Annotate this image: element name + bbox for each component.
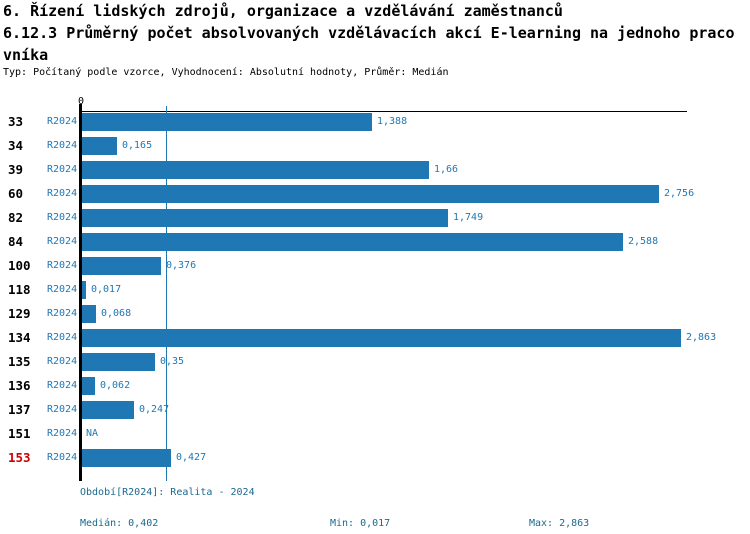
row-period-label: R2024	[47, 236, 78, 247]
median-stat: Medián: 0,402	[80, 518, 159, 529]
row-id-label: 134	[8, 330, 31, 345]
bar-value-label: 0,247	[139, 404, 170, 415]
row-period-label: R2024	[47, 260, 78, 271]
chart-row: 153 R2024 0,427	[0, 449, 750, 467]
bar-value-label: 0,427	[176, 452, 207, 463]
bar	[82, 209, 448, 227]
report-title: 6. Řízení lidských zdrojů, organizace a …	[3, 2, 563, 20]
row-id-label: 82	[8, 210, 24, 225]
row-id-label: 153	[8, 450, 31, 465]
row-period-label: R2024	[47, 452, 78, 463]
row-id-label: 118	[8, 282, 31, 297]
bar	[82, 257, 161, 275]
chart-row: 118 R2024 0,017	[0, 281, 750, 299]
bar-value-label: 0,165	[122, 140, 153, 151]
bar-value-label: NA	[86, 428, 99, 439]
y-axis-line	[79, 104, 82, 481]
chart-row: 135 R2024 0,35	[0, 353, 750, 371]
row-period-label: R2024	[47, 380, 78, 391]
row-period-label: R2024	[47, 140, 78, 151]
chart-row: 39 R2024 1,66	[0, 161, 750, 179]
chart-row: 134 R2024 2,863	[0, 329, 750, 347]
row-id-label: 100	[8, 258, 31, 273]
x-axis-zero-tick-label: 0	[77, 96, 85, 107]
bar-value-label: 1,388	[377, 116, 408, 127]
bar	[82, 377, 95, 395]
row-period-label: R2024	[47, 332, 78, 343]
bar-value-label: 0,068	[101, 308, 132, 319]
row-period-label: R2024	[47, 404, 78, 415]
row-id-label: 34	[8, 138, 24, 153]
bar	[82, 329, 681, 347]
x-axis-line	[79, 111, 687, 112]
bar-value-label: 0,35	[160, 356, 185, 367]
chart-title: 6.12.3 Průměrný počet absolvovaných vzdě…	[3, 24, 735, 64]
min-stat: Min: 0,017	[330, 518, 391, 529]
bar-value-label: 1,749	[453, 212, 484, 223]
bar-value-label: 1,66	[434, 164, 459, 175]
bar	[82, 137, 117, 155]
row-period-label: R2024	[47, 356, 78, 367]
report-header: 6. Řízení lidských zdrojů, organizace a …	[3, 0, 737, 80]
chart-row: 136 R2024 0,062	[0, 377, 750, 395]
bar	[82, 113, 372, 131]
bar-value-label: 2,756	[664, 188, 695, 199]
row-period-label: R2024	[47, 284, 78, 295]
row-period-label: R2024	[47, 164, 78, 175]
chart-meta-line: Typ: Počítaný podle vzorce, Vyhodnocení:…	[3, 67, 449, 78]
bar	[82, 449, 171, 467]
row-period-label: R2024	[47, 188, 78, 199]
row-period-label: R2024	[47, 116, 78, 127]
chart-row: 137 R2024 0,247	[0, 401, 750, 419]
chart-row: 33 R2024 1,388	[0, 113, 750, 131]
row-id-label: 136	[8, 378, 31, 393]
bar	[82, 281, 86, 299]
row-period-label: R2024	[47, 308, 78, 319]
row-id-label: 33	[8, 114, 24, 129]
row-period-label: R2024	[47, 212, 78, 223]
bar-value-label: 2,863	[686, 332, 717, 343]
row-period-label: R2024	[47, 428, 78, 439]
bar-value-label: 0,017	[91, 284, 122, 295]
median-line	[166, 106, 167, 481]
row-id-label: 137	[8, 402, 31, 417]
row-id-label: 129	[8, 306, 31, 321]
chart-row: 82 R2024 1,749	[0, 209, 750, 227]
bar	[82, 161, 429, 179]
bar	[82, 185, 659, 203]
period-legend: Období[R2024]: Realita - 2024	[80, 487, 255, 498]
row-id-label: 60	[8, 186, 24, 201]
row-id-label: 151	[8, 426, 31, 441]
chart-row: 34 R2024 0,165	[0, 137, 750, 155]
row-id-label: 135	[8, 354, 31, 369]
bar	[82, 305, 96, 323]
bar	[82, 233, 623, 251]
chart-row: 60 R2024 2,756	[0, 185, 750, 203]
bar-value-label: 0,376	[166, 260, 197, 271]
chart-row: 100 R2024 0,376	[0, 257, 750, 275]
bar	[82, 401, 134, 419]
chart-row: 84 R2024 2,588	[0, 233, 750, 251]
max-stat: Max: 2,863	[529, 518, 590, 529]
bar-value-label: 0,062	[100, 380, 131, 391]
row-id-label: 39	[8, 162, 24, 177]
chart-row: 129 R2024 0,068	[0, 305, 750, 323]
bar-value-label: 2,588	[628, 236, 659, 247]
bar	[82, 353, 155, 371]
row-id-label: 84	[8, 234, 24, 249]
chart-row: 151 R2024 NA	[0, 425, 750, 443]
